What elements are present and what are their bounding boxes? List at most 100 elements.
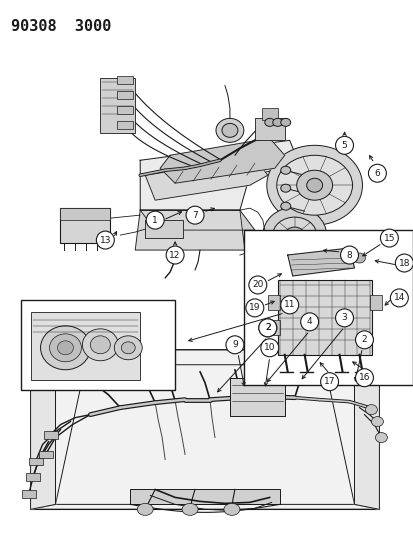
Ellipse shape <box>306 178 322 192</box>
Bar <box>243 230 412 385</box>
Bar <box>117 77 133 84</box>
Bar <box>117 92 133 100</box>
Polygon shape <box>287 248 354 276</box>
Bar <box>60 208 110 220</box>
Ellipse shape <box>262 207 326 263</box>
Ellipse shape <box>284 227 304 243</box>
Bar <box>254 118 284 140</box>
Ellipse shape <box>280 184 290 192</box>
Bar <box>229 378 284 416</box>
Bar <box>21 300 175 390</box>
Ellipse shape <box>276 155 351 215</box>
Bar <box>267 320 279 335</box>
Ellipse shape <box>223 503 239 515</box>
Bar <box>21 490 36 498</box>
Circle shape <box>248 276 266 294</box>
Ellipse shape <box>272 118 282 126</box>
Polygon shape <box>31 350 378 510</box>
Ellipse shape <box>137 503 153 515</box>
Bar <box>28 457 43 465</box>
Text: 5: 5 <box>341 141 347 150</box>
Text: 14: 14 <box>393 294 404 302</box>
Text: 10: 10 <box>263 343 275 352</box>
Circle shape <box>300 313 318 331</box>
Ellipse shape <box>353 253 365 263</box>
Circle shape <box>355 369 373 386</box>
Circle shape <box>340 246 358 264</box>
Bar <box>130 489 279 504</box>
Text: 2: 2 <box>264 324 270 333</box>
Text: 6: 6 <box>374 169 380 177</box>
Circle shape <box>258 319 276 337</box>
Text: 90308  3000: 90308 3000 <box>11 19 111 34</box>
Text: 2: 2 <box>361 335 366 344</box>
Text: 15: 15 <box>383 233 394 243</box>
Bar <box>100 78 135 133</box>
Bar <box>38 450 52 458</box>
Text: 20: 20 <box>252 280 263 289</box>
Ellipse shape <box>221 123 237 138</box>
Polygon shape <box>140 140 299 210</box>
Ellipse shape <box>50 334 81 362</box>
Ellipse shape <box>216 118 243 142</box>
Text: 16: 16 <box>358 373 369 382</box>
Circle shape <box>380 229 397 247</box>
Circle shape <box>260 339 278 357</box>
Ellipse shape <box>57 341 73 355</box>
Polygon shape <box>354 350 378 510</box>
Bar <box>277 280 372 355</box>
Bar <box>117 122 133 130</box>
Circle shape <box>389 289 407 307</box>
Circle shape <box>185 206 204 224</box>
Text: 7: 7 <box>192 211 197 220</box>
Circle shape <box>368 164 385 182</box>
Bar <box>117 107 133 115</box>
Polygon shape <box>135 210 244 250</box>
Ellipse shape <box>296 170 332 200</box>
Text: 19: 19 <box>249 303 260 312</box>
Circle shape <box>146 211 164 229</box>
Circle shape <box>245 299 263 317</box>
Text: 11: 11 <box>283 301 295 309</box>
Ellipse shape <box>370 417 382 426</box>
Bar <box>145 220 183 238</box>
Circle shape <box>258 319 276 337</box>
Ellipse shape <box>266 146 362 225</box>
Ellipse shape <box>375 433 387 442</box>
Polygon shape <box>140 210 254 230</box>
Ellipse shape <box>82 329 118 361</box>
Text: 12: 12 <box>169 251 180 260</box>
Circle shape <box>335 309 353 327</box>
Text: 2: 2 <box>264 324 270 333</box>
Ellipse shape <box>90 336 110 354</box>
Ellipse shape <box>264 118 274 126</box>
Circle shape <box>355 331 373 349</box>
Polygon shape <box>160 139 284 183</box>
Text: 3: 3 <box>341 313 347 322</box>
Circle shape <box>96 231 114 249</box>
Bar <box>26 473 40 481</box>
Polygon shape <box>31 350 55 510</box>
Text: 17: 17 <box>323 377 335 386</box>
Ellipse shape <box>280 166 290 174</box>
Bar <box>60 208 110 243</box>
Ellipse shape <box>40 326 90 370</box>
Bar <box>370 295 382 310</box>
Polygon shape <box>145 158 267 200</box>
Ellipse shape <box>280 118 290 126</box>
Bar <box>267 295 279 310</box>
Text: 9: 9 <box>231 340 237 349</box>
Circle shape <box>320 373 338 391</box>
Ellipse shape <box>280 202 290 210</box>
Text: 4: 4 <box>306 317 312 326</box>
Circle shape <box>280 296 298 314</box>
Ellipse shape <box>365 405 377 415</box>
Text: 13: 13 <box>100 236 111 245</box>
Circle shape <box>394 254 412 272</box>
Ellipse shape <box>121 342 135 354</box>
Ellipse shape <box>272 217 316 253</box>
Ellipse shape <box>114 336 142 360</box>
Bar <box>261 108 277 120</box>
Bar <box>31 312 140 379</box>
Circle shape <box>335 136 353 154</box>
